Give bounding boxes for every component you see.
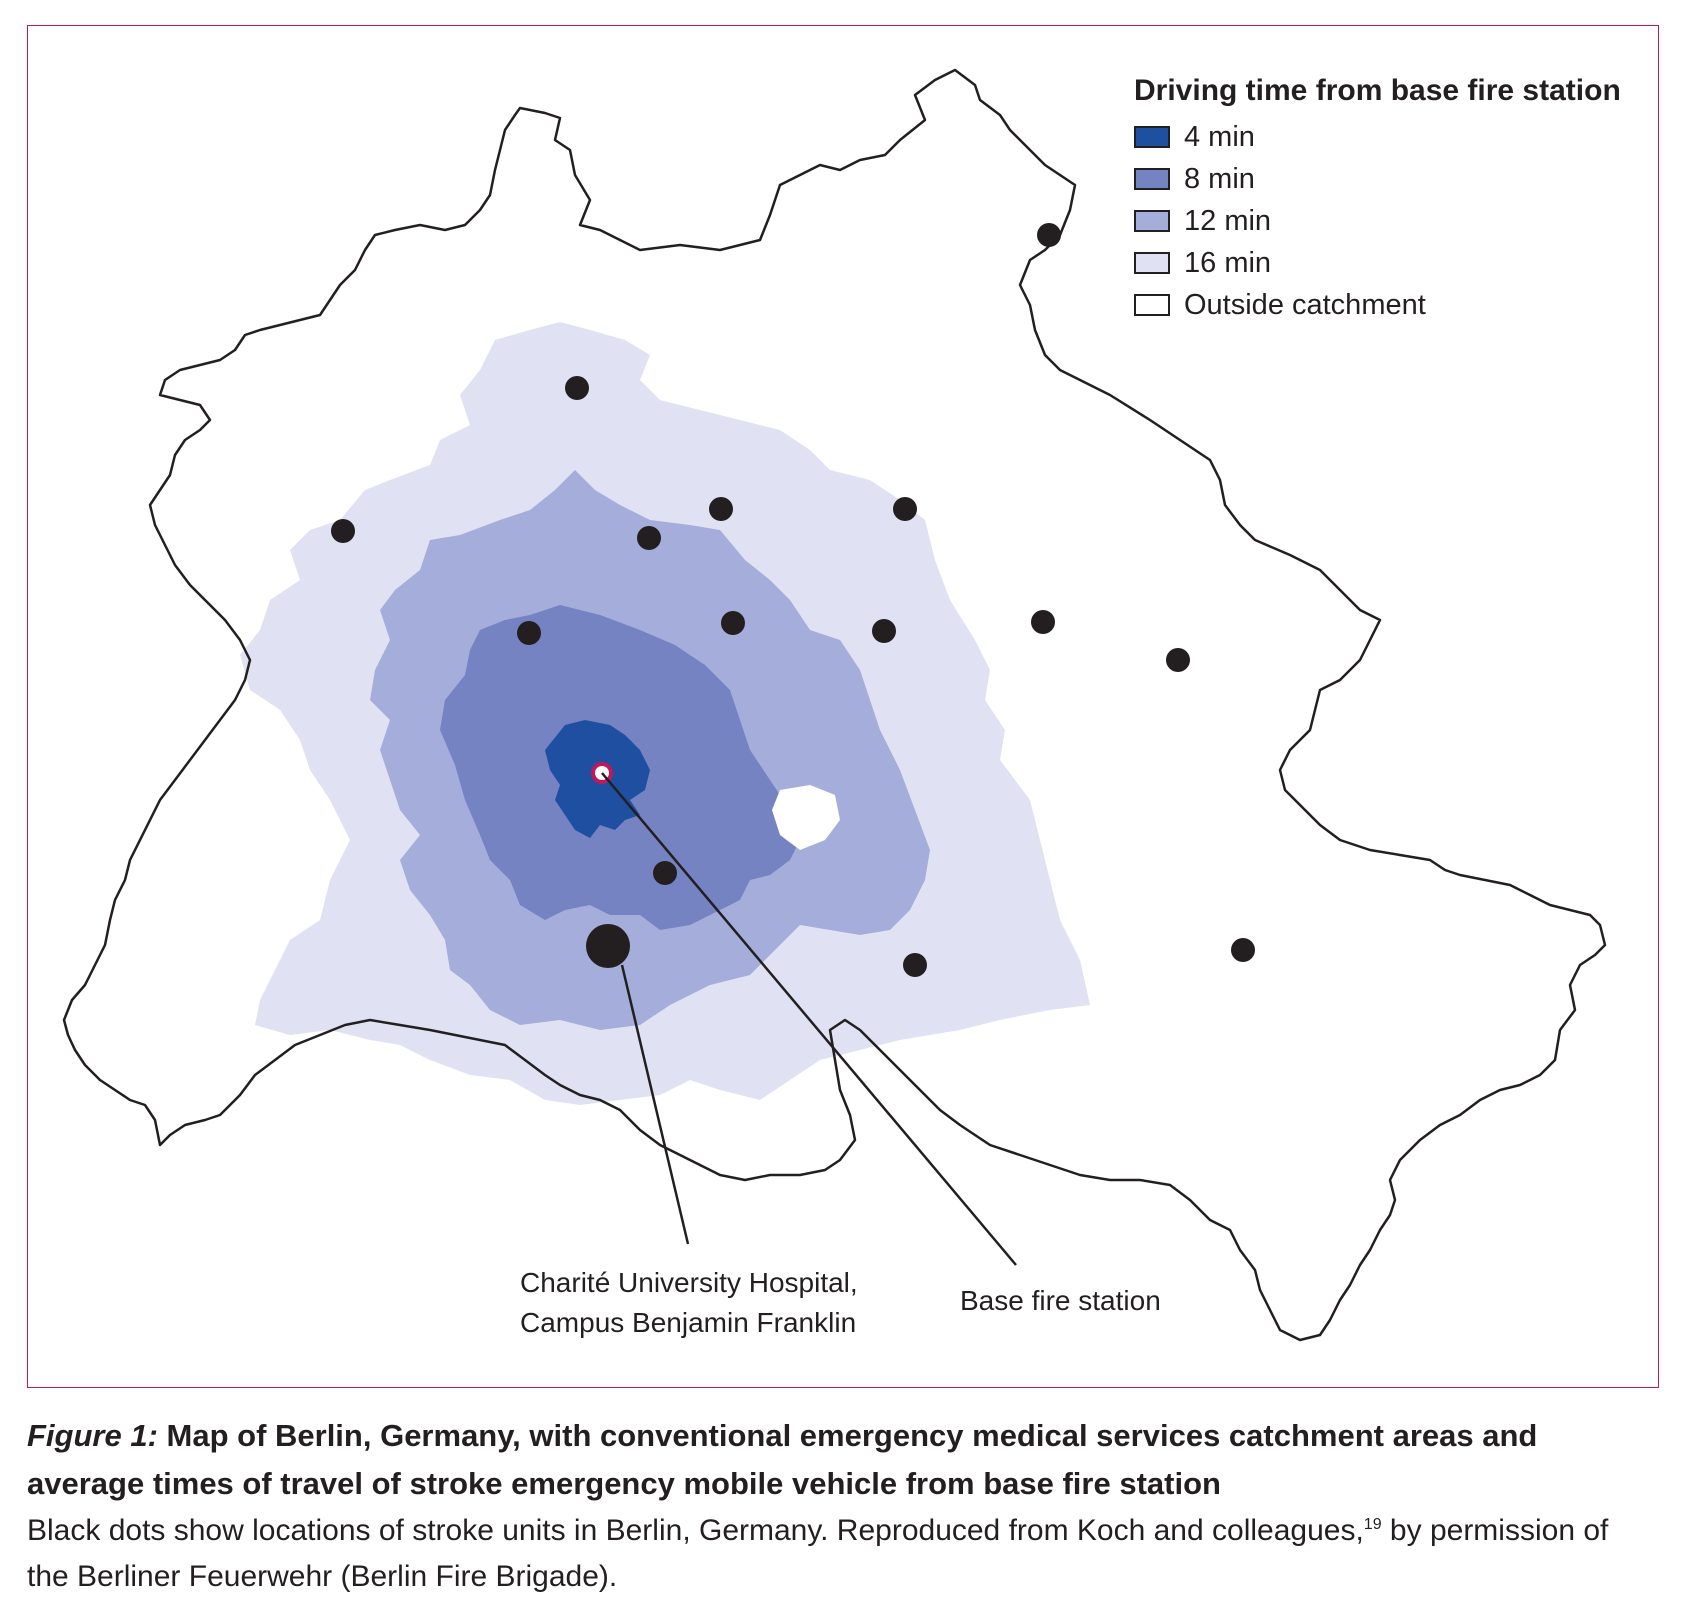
caption-body: Black dots show locations of stroke unit…: [27, 1508, 1657, 1600]
hospital-callout-line1: Charité University Hospital,: [520, 1267, 858, 1298]
legend-label: Outside catchment: [1184, 288, 1426, 321]
catchment-hole: [772, 785, 840, 850]
legend-swatch: [1134, 294, 1170, 316]
stroke-units: [331, 223, 1255, 977]
legend-swatch: [1134, 168, 1170, 190]
stroke-unit-dot: [893, 497, 917, 521]
legend-label: 4 min: [1184, 120, 1255, 153]
legend-item-12min: 12 min: [1134, 200, 1654, 242]
map-legend: Driving time from base fire station 4 mi…: [1134, 74, 1654, 326]
stroke-unit-dot: [637, 526, 661, 550]
legend-label: 12 min: [1184, 204, 1272, 237]
stroke-unit-dot: [517, 621, 541, 645]
berlin-map: [62, 68, 1607, 1342]
legend-item-8min: 8 min: [1134, 158, 1654, 200]
reference-number: 19: [1363, 1516, 1382, 1533]
stroke-unit-dot: [1031, 610, 1055, 634]
hospital-stroke-unit-dot: [586, 924, 630, 968]
hospital-callout-line2: Campus Benjamin Franklin: [520, 1307, 857, 1338]
legend-label: 8 min: [1184, 162, 1255, 195]
stroke-unit-dot: [331, 519, 355, 543]
legend-label: 16 min: [1184, 246, 1272, 279]
hospital-callout-line: [620, 964, 690, 1245]
stroke-unit-dot: [565, 376, 589, 400]
stroke-unit-dot: [653, 861, 677, 885]
legend-swatch: [1134, 210, 1170, 232]
caption-title: Figure 1: Map of Berlin, Germany, with c…: [27, 1412, 1657, 1508]
legend-item-4min: 4 min: [1134, 116, 1654, 158]
stroke-unit-dot: [709, 497, 733, 521]
legend-swatch: [1134, 126, 1170, 148]
station-callout: Base fire station: [960, 1285, 1161, 1316]
caption-title-text: Map of Berlin, Germany, with conventiona…: [27, 1418, 1538, 1501]
caption-body-part1: Black dots show locations of stroke unit…: [27, 1514, 1364, 1547]
legend-title: Driving time from base fire station: [1134, 74, 1621, 107]
figure-label: Figure 1:: [27, 1418, 158, 1453]
berlin-boundary: [62, 68, 1607, 1342]
station-callout-line: [601, 772, 1017, 1266]
legend-swatch: [1134, 252, 1170, 274]
figure-caption: Figure 1: Map of Berlin, Germany, with c…: [27, 1412, 1657, 1600]
stroke-unit-dot: [1231, 938, 1255, 962]
stroke-unit-dot: [1166, 648, 1190, 672]
legend-item-outside: Outside catchment: [1134, 284, 1654, 326]
stroke-unit-dot: [1037, 223, 1061, 247]
stroke-unit-dot: [903, 953, 927, 977]
hospital-callout: Charité University Hospital, Campus Benj…: [520, 1263, 858, 1343]
stroke-unit-dot: [721, 611, 745, 635]
caption-body-part2: by permission of the Berliner Feuerwehr …: [27, 1514, 1609, 1593]
legend-item-16min: 16 min: [1134, 242, 1654, 284]
stroke-unit-dot: [872, 619, 896, 643]
